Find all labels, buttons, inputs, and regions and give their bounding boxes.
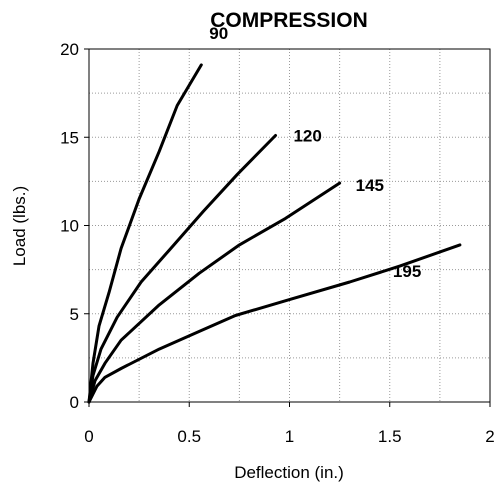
y-tick-label: 5 — [70, 305, 79, 324]
series-line-90 — [87, 63, 203, 404]
x-tick-label: 0.5 — [177, 427, 201, 446]
x-tick-label: 0 — [84, 427, 93, 446]
series-line-120 — [87, 134, 277, 404]
grid — [89, 49, 490, 402]
x-axis-label: Deflection (in.) — [234, 463, 344, 482]
y-tick-label: 20 — [60, 40, 79, 59]
series-lines — [87, 63, 462, 404]
x-tick-label: 1.5 — [378, 427, 402, 446]
y-tick-label: 0 — [70, 393, 79, 412]
y-axis-label: Load (lbs.) — [10, 186, 29, 266]
series-label-90: 90 — [209, 24, 228, 43]
chart-title: COMPRESSION — [210, 9, 368, 32]
x-tick-label: 1 — [285, 427, 294, 446]
x-tick-label: 2 — [485, 427, 494, 446]
series-line-195 — [87, 243, 462, 404]
series-label-195: 195 — [393, 262, 421, 281]
series-label-120: 120 — [293, 126, 321, 145]
y-tick-label: 10 — [60, 217, 79, 236]
y-tick-label: 15 — [60, 128, 79, 147]
series-label-145: 145 — [356, 176, 384, 195]
series-labels: 90 120 145 195 — [209, 24, 421, 281]
series-line-145 — [87, 181, 342, 404]
